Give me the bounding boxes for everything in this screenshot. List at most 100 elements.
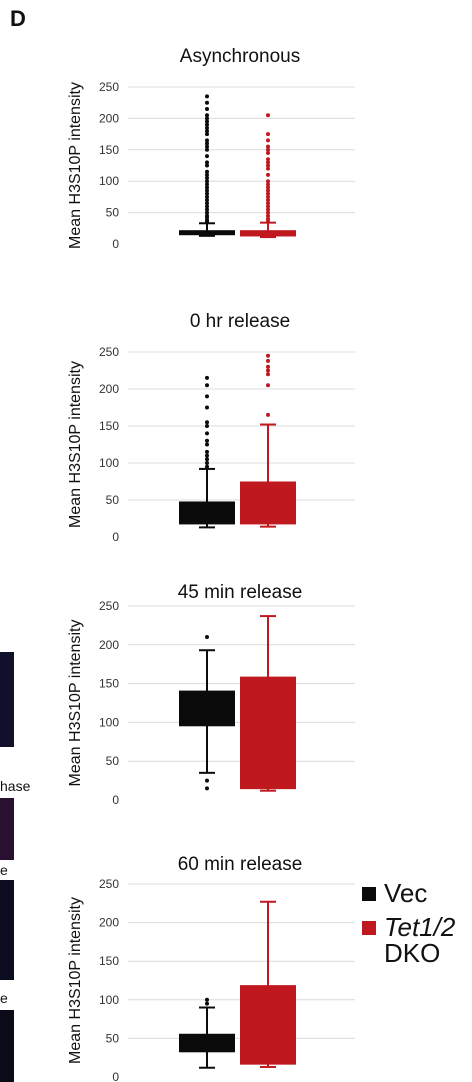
outlier-point-dko [266,204,270,209]
outlier-point-vec [205,207,209,212]
y-tick-label: 250 [99,599,119,613]
outlier-point-dko [266,182,270,187]
chart-panel-2: 45 min release 0 50 100 150 200 250 Mean H3S10P… [67,582,355,807]
y-tick-label: 50 [106,493,120,507]
chart-title: 0 hr release [190,311,290,332]
chart-panel-1: 0 hr release 0 50 100 150 200 250 Mean H3S10P i… [67,311,355,544]
outlier-point-vec [205,160,209,165]
outlier-point-dko [266,172,270,177]
chart-title: 45 min release [178,582,303,603]
y-axis-label: Mean H3S10P intensity [67,82,84,249]
outlier-point-vec [205,191,209,196]
outlier-point-vec [205,457,209,462]
legend-item-dko: Tet1/2 DKO [362,914,455,966]
cropped-micrograph-3 [0,880,14,980]
box-dko [240,676,296,790]
outlier-point-vec [205,194,209,199]
outlier-point-vec [205,424,209,428]
outlier-point-vec [205,204,209,209]
outlier-point-dko [266,368,270,373]
outlier-point-dko [266,166,270,171]
outlier-point-vec [205,132,209,137]
outlier-point-dko [266,160,270,165]
outlier-point-dko [266,412,270,417]
chart-title: 60 min release [178,854,303,875]
box-vec [179,690,235,727]
outlier-point-vec [205,141,209,146]
outlier-point-dko [266,216,270,221]
legend-swatch-dko [362,921,376,935]
outlier-point-vec [205,431,209,436]
outlier-point-vec [205,635,209,640]
outlier-point-vec [205,163,209,168]
outlier-point-vec [205,182,209,187]
outlier-point-vec [205,438,209,443]
legend-label-dko: Tet1/2 DKO [384,914,455,966]
y-tick-label: 0 [112,237,119,251]
chart-title: Asynchronous [180,46,300,67]
y-axis-label: Mean H3S10P intensity [67,620,84,787]
outlier-point-vec [205,442,209,447]
outlier-point-dko [266,157,270,162]
panel-letter: D [10,6,26,31]
outlier-point-dko [266,179,270,184]
outlier-point-vec [205,420,209,425]
outlier-point-vec [205,116,209,121]
y-tick-label: 0 [112,1070,119,1082]
y-tick-label: 50 [106,1031,120,1045]
box-vec [179,1033,235,1053]
outlier-point-vec [205,106,209,111]
outlier-point-vec [205,1001,209,1006]
y-tick-label: 200 [99,916,119,930]
outlier-point-dko [266,147,270,152]
y-tick-label: 200 [99,111,119,125]
y-tick-label: 200 [99,382,119,396]
y-tick-label: 250 [99,80,119,94]
outlier-point-vec [205,176,209,181]
legend-label-dko-line2: DKO [384,938,441,968]
y-tick-label: 100 [99,993,119,1007]
y-tick-label: 150 [99,419,119,433]
outlier-point-vec [205,125,209,130]
cropped-label-1: hase [0,778,31,794]
y-axis-label: Mean H3S10P intensity [67,897,84,1064]
outlier-point-dko [266,358,270,363]
y-tick-label: 100 [99,715,119,729]
outlier-point-dko [266,163,270,168]
outlier-point-dko [266,353,270,358]
outlier-point-vec [205,100,209,105]
legend-label-dko-line1: Tet1/2 [384,912,456,942]
outlier-point-dko [266,191,270,196]
outlier-point-dko [266,207,270,212]
outlier-point-dko [266,201,270,206]
outlier-point-dko [266,383,270,388]
outlier-point-vec [205,449,209,454]
outlier-point-dko [266,210,270,215]
outlier-point-vec [205,188,209,193]
outlier-point-vec [205,405,209,410]
outlier-point-vec [205,786,209,791]
outlier-point-vec [205,461,209,465]
y-tick-label: 250 [99,345,119,359]
outlier-point-vec [205,172,209,177]
outlier-point-dko [266,188,270,193]
outlier-point-vec [205,144,209,149]
y-tick-label: 50 [106,754,120,768]
outlier-point-vec [205,185,209,190]
cropped-label-2: e [0,862,8,878]
box-vec [179,230,235,236]
outlier-point-vec [205,997,209,1002]
outlier-point-dko [266,150,270,155]
legend-item-vec: Vec [362,880,455,906]
outlier-point-dko [266,213,270,218]
box-dko [240,985,296,1065]
outlier-point-vec [205,198,209,203]
outlier-point-vec [205,210,209,215]
cropped-micrograph-4 [0,1010,14,1082]
legend-label-vec: Vec [384,878,428,908]
y-axis-label: Mean H3S10P intensity [67,361,84,528]
chart-panel-3: 60 min release 0 50 100 150 200 250 Mean H3S10P… [67,854,355,1082]
y-tick-label: 150 [99,143,119,157]
cropped-micrograph-1 [0,652,14,747]
